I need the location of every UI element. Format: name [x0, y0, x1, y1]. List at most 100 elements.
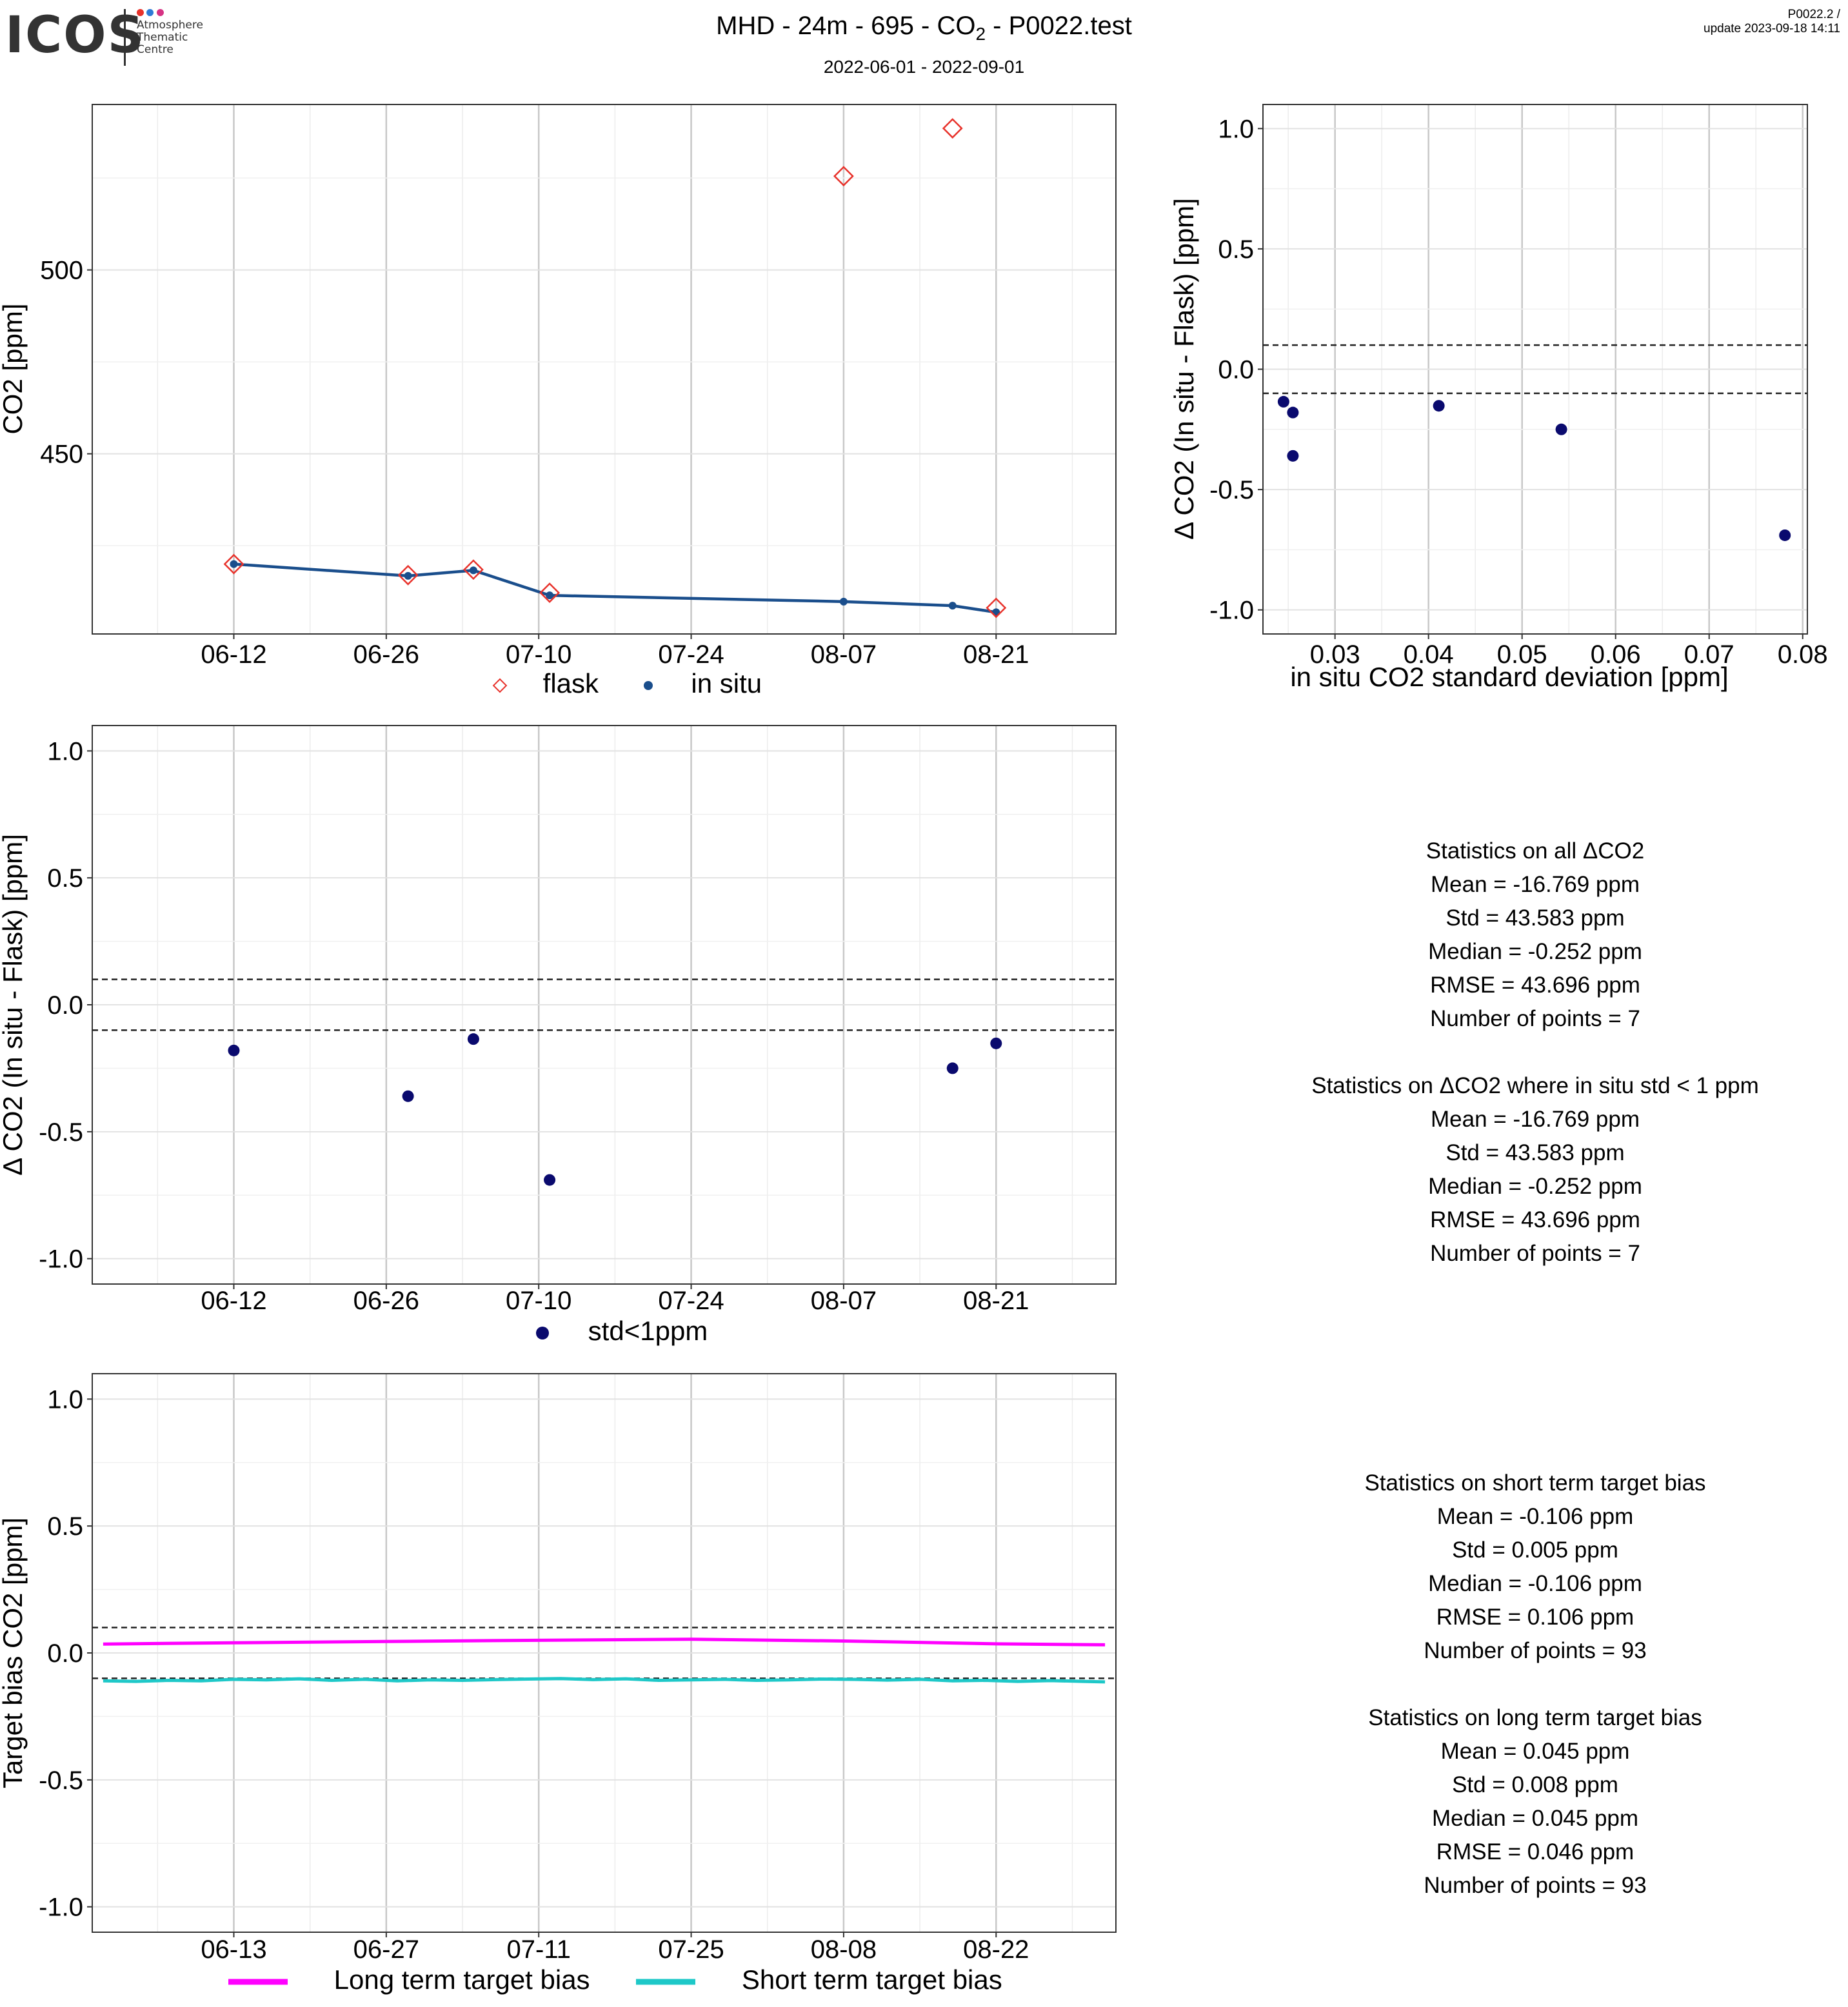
x-tick-label: 08-07	[811, 1287, 877, 1315]
flask-point	[539, 582, 560, 604]
x-tick-label: 08-21	[963, 1287, 1029, 1315]
x-tick-label: 0.04	[1404, 640, 1454, 669]
stats-line: Number of points = 93	[1424, 1638, 1647, 1663]
stats-line: Statistics on short term target bias	[1364, 1470, 1706, 1496]
logo-dot-blue	[146, 9, 154, 16]
delta-point	[1287, 450, 1299, 462]
stats-line	[1226, 1036, 1845, 1069]
plot-frame	[92, 104, 1117, 635]
stats-line: RMSE = 43.696 ppm	[1430, 1207, 1640, 1232]
logo-subtitle: Atmosphere Thematic Centre	[137, 19, 203, 56]
y-tick-label: 1.0	[47, 737, 83, 766]
legend-std-marker	[536, 1326, 549, 1340]
legend-long-line	[228, 1979, 288, 1985]
x-tick-label: 07-10	[506, 640, 571, 669]
y-axis-label: Δ CO2 (In situ - Flask) [ppm]	[0, 834, 28, 1176]
y-axis-label: Δ CO2 (In situ - Flask) [ppm]	[1169, 198, 1199, 540]
insitu-point	[469, 566, 477, 575]
delta-point	[228, 1044, 240, 1056]
x-tick-label: 08-08	[811, 1935, 877, 1964]
stats-line: Mean = -0.106 ppm	[1436, 1504, 1634, 1529]
y-tick-label: 450	[40, 440, 83, 469]
insitu-point	[404, 571, 412, 580]
date-range: 2022-06-01 - 2022-09-01	[823, 57, 1025, 77]
x-axis-label: in situ CO2 standard deviation [ppm]	[1290, 662, 1728, 692]
stats-line: Std = 43.583 ppm	[1446, 1140, 1625, 1165]
x-tick-label: 06-12	[201, 640, 266, 669]
flask-point	[223, 553, 244, 575]
delta_vs_std-group: 0.03 0.04 0.05 0.06 0.07 0.08 -1.0 -0.5 0.0 0.5 1.…	[1169, 104, 1828, 692]
insitu-point	[948, 602, 957, 610]
stats-line: Std = 43.583 ppm	[1446, 905, 1625, 931]
y-axis-label: Target bias CO2 [ppm]	[0, 1518, 28, 1788]
logo-divider	[124, 9, 126, 66]
update-label: update 2023-09-18 14:11	[1704, 22, 1840, 35]
y-tick-label: 1.0	[1218, 115, 1254, 143]
delta-point	[1555, 423, 1567, 435]
page-title: MHD - 24m - 695 - CO2 - P0022.test	[0, 12, 1848, 44]
legend-flask-label: flask	[542, 668, 599, 698]
stats-line: RMSE = 0.106 ppm	[1436, 1605, 1634, 1630]
stats-line: Statistics on long term target bias	[1368, 1705, 1702, 1730]
flask-point	[397, 564, 419, 586]
y-tick-label: 0.5	[47, 864, 83, 893]
y-axis-label: CO2 [ppm]	[0, 303, 28, 434]
x-tick-label: 07-11	[507, 1935, 571, 1964]
y-tick-label: -1.0	[39, 1893, 83, 1922]
logo-sub-line: Thematic	[137, 31, 188, 44]
insitu-point	[839, 597, 848, 606]
plot-area	[92, 104, 1116, 634]
x-tick-label: 08-21	[963, 640, 1029, 669]
legend-std-label: std<1ppm	[588, 1316, 708, 1346]
y-tick-label: 0.5	[47, 1512, 83, 1541]
title-subscript: 2	[975, 24, 986, 44]
stats-bias-panel: Statistics on short term target bias Mea…	[1226, 1467, 1845, 1903]
legend-long-label: Long term target bias	[333, 1964, 590, 1995]
x-tick-label: 07-10	[506, 1287, 571, 1315]
stats-line: Mean = -16.769 ppm	[1431, 1107, 1640, 1132]
y-tick-label: -0.5	[39, 1118, 83, 1147]
stats-line: Median = -0.252 ppm	[1428, 1174, 1642, 1199]
delta-point	[1779, 529, 1791, 541]
x-tick-label: 0.05	[1497, 640, 1547, 669]
y-tick-label: -0.5	[1209, 476, 1254, 504]
y-tick-label: 0.0	[47, 1639, 83, 1668]
x-tick-label: 0.03	[1310, 640, 1360, 669]
y-tick-label: 0.5	[1218, 235, 1254, 264]
legend-short-label: Short term target bias	[741, 1964, 1002, 1995]
delta-point	[1287, 406, 1299, 419]
flask-point	[462, 559, 484, 580]
flask-point	[942, 118, 963, 139]
long-term-bias-line	[103, 1637, 1106, 1646]
delta-point	[1277, 395, 1289, 408]
target_bias-group: 06-13 06-27 07-11 07-25 08-08 08-22 -1.0 -0.5 0.…	[0, 1373, 1117, 1964]
stats-line: Median = 0.045 ppm	[1431, 1806, 1639, 1831]
legend-insitu-marker	[643, 680, 653, 690]
logo-sub-line: Atmosphere	[137, 19, 203, 32]
stats-line: Number of points = 7	[1430, 1006, 1640, 1031]
title-suffix: - P0022.test	[986, 12, 1132, 40]
delta_timeseries-group: 06-12 06-26 07-10 07-24 08-07 08-21 -1.0 -0.5 0.…	[0, 725, 1117, 1315]
delta-point	[946, 1062, 959, 1074]
x-tick-label: 0.07	[1684, 640, 1734, 669]
x-tick-label: 06-26	[353, 1287, 419, 1315]
x-tick-label: 06-27	[353, 1935, 419, 1964]
logo-dots	[137, 8, 164, 19]
y-tick-label: 500	[40, 257, 83, 285]
y-tick-label: -0.5	[39, 1766, 83, 1795]
x-tick-label: 06-12	[201, 1287, 266, 1315]
delta-point	[1433, 400, 1445, 412]
x-tick-label: 08-22	[963, 1935, 1029, 1964]
flask-point	[833, 166, 854, 187]
stats-line: Std = 0.008 ppm	[1452, 1772, 1618, 1797]
stats-line: RMSE = 0.046 ppm	[1436, 1839, 1634, 1864]
insitu-point	[546, 591, 554, 600]
stats-line: RMSE = 43.696 ppm	[1430, 973, 1640, 998]
x-tick-label: 06-26	[353, 640, 419, 669]
title-prefix: MHD - 24m - 695 - CO	[716, 12, 976, 40]
legend-short-line	[636, 1979, 696, 1985]
co2_timeseries-group: 06-12 06-26 07-10 07-24 08-07 08-21 450 500 CO2 …	[0, 104, 1117, 669]
delta-point	[544, 1174, 556, 1186]
stats-line: Number of points = 93	[1424, 1873, 1647, 1898]
